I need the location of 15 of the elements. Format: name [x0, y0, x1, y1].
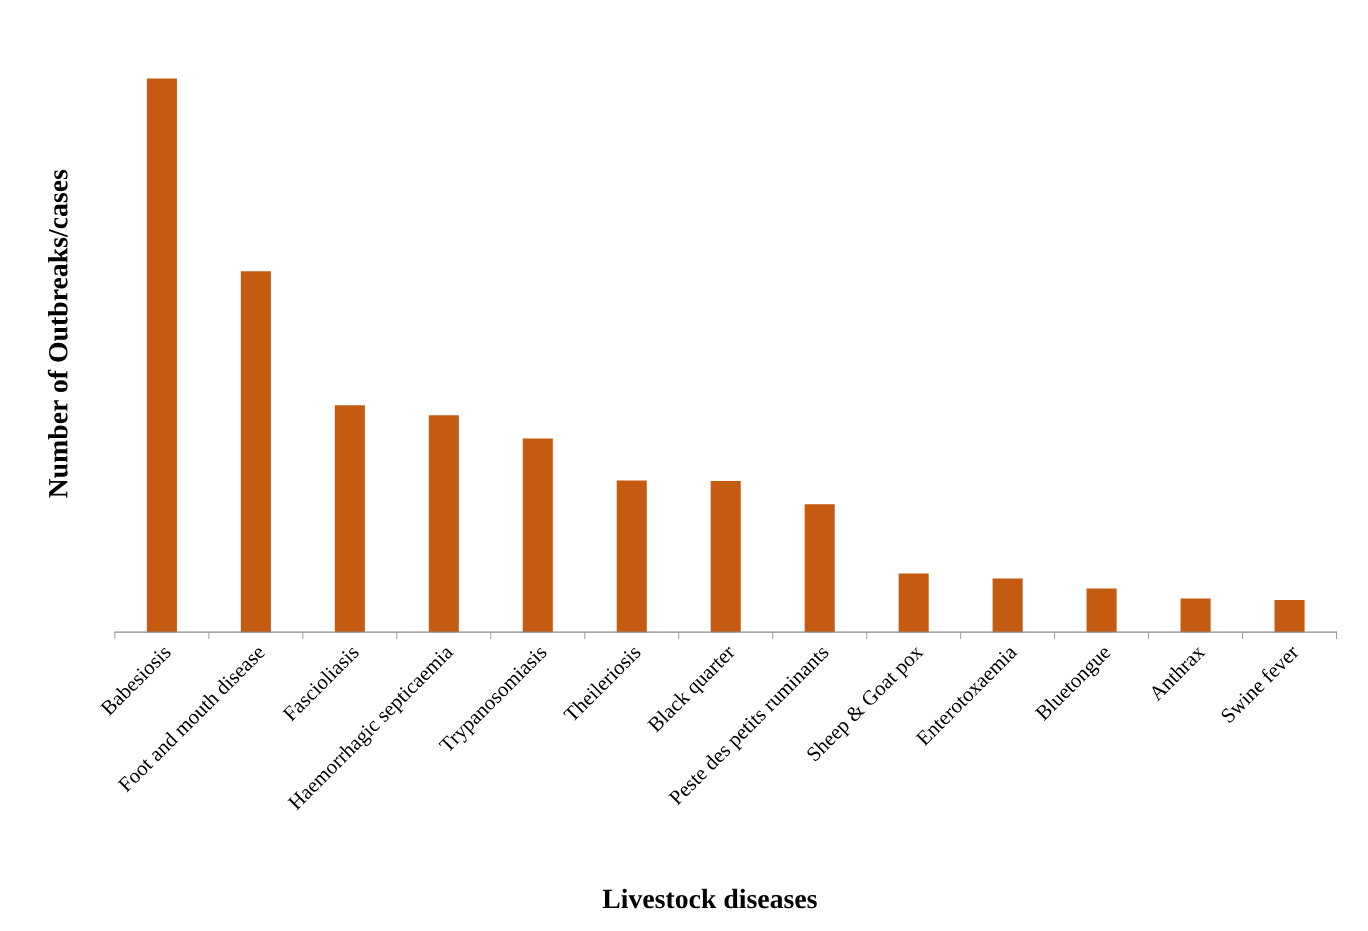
bar [992, 578, 1023, 633]
bar [710, 481, 741, 633]
bar [428, 415, 459, 633]
bar [1274, 600, 1305, 633]
bar [616, 480, 647, 633]
x-axis-title: Livestock diseases [602, 888, 817, 909]
y-axis-title: Number of Outbreaks/cases [47, 169, 68, 498]
bar [1180, 598, 1211, 633]
bar [522, 438, 553, 633]
bar [334, 405, 365, 633]
bar [804, 504, 835, 633]
bar [1086, 588, 1117, 633]
bar [898, 573, 929, 633]
bar [146, 78, 177, 633]
bar [240, 271, 271, 633]
